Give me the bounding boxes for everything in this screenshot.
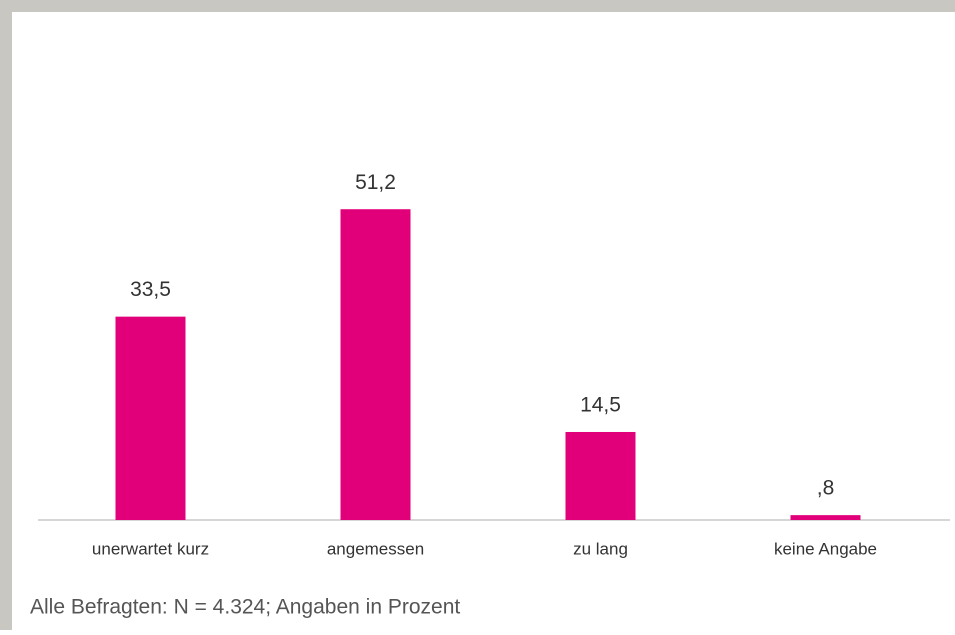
value-label: 14,5 xyxy=(580,394,621,417)
bar xyxy=(790,515,861,520)
bar xyxy=(565,431,636,520)
x-tick-label: angemessen xyxy=(327,539,424,558)
value-label: 33,5 xyxy=(130,278,171,301)
value-label: 51,2 xyxy=(355,171,396,194)
bar xyxy=(115,316,186,520)
x-tick-label: unerwartet kurz xyxy=(92,539,209,558)
footnote: Alle Befragten: N = 4.324; Angaben in Pr… xyxy=(30,596,460,619)
x-tick-label: zu lang xyxy=(573,539,628,558)
x-tick-label: keine Angabe xyxy=(774,539,877,558)
value-label: ,8 xyxy=(817,477,835,500)
bar xyxy=(340,209,411,520)
